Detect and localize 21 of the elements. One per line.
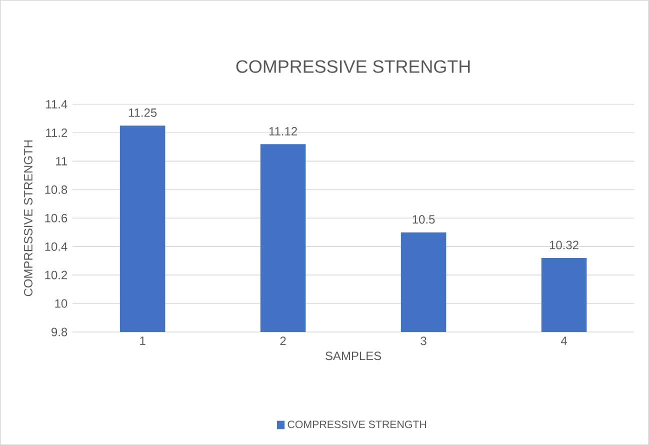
legend-label: COMPRESSIVE STRENGTH — [288, 420, 426, 428]
y-tick-label: 10.4 — [45, 242, 68, 251]
y-tick-label: 10 — [55, 299, 68, 308]
data-label: 10.32 — [550, 240, 578, 250]
x-axis-title: SAMPLES — [326, 352, 382, 360]
chart-title: COMPRESSIVE STRENGTH — [236, 60, 470, 73]
x-tick-label: 4 — [560, 336, 568, 345]
data-label: 11.12 — [269, 126, 297, 136]
y-tick-label: 11 — [56, 156, 68, 166]
data-label: 11.25 — [128, 108, 157, 117]
y-tick-label: 10.6 — [45, 214, 68, 222]
y-tick-label: 10.8 — [45, 185, 68, 194]
data-label: 10.5 — [412, 215, 435, 224]
y-tick-label: 10.2 — [45, 270, 68, 280]
y-tick-label: 11.2 — [46, 128, 68, 137]
y-tick-label: 11.4 — [46, 100, 68, 108]
x-tick-label: 2 — [280, 336, 286, 345]
x-tick-label: 3 — [420, 336, 426, 346]
y-tick-label: 9.8 — [52, 328, 68, 336]
x-tick-label: 1 — [140, 336, 146, 345]
y-axis-title: COMPRESSIVE STRENGTH — [24, 140, 32, 296]
